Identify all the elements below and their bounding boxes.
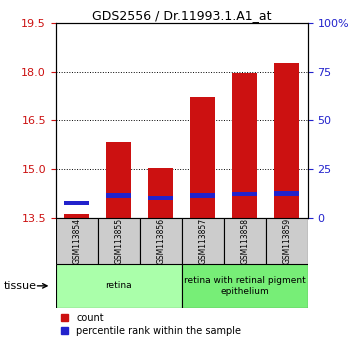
Title: GDS2556 / Dr.11993.1.A1_at: GDS2556 / Dr.11993.1.A1_at (92, 9, 271, 22)
Bar (182, 218, 224, 264)
Text: GSM113854: GSM113854 (72, 218, 81, 264)
Bar (98, 218, 140, 264)
Bar (224, 218, 266, 264)
Bar (64, 214, 89, 218)
Text: retina: retina (105, 281, 132, 290)
Bar (148, 196, 174, 200)
Bar (106, 142, 131, 218)
Bar (274, 63, 300, 218)
Text: GSM113859: GSM113859 (282, 218, 291, 264)
Text: GSM113855: GSM113855 (114, 218, 123, 264)
Bar (56, 264, 182, 308)
Bar (190, 193, 215, 198)
Bar (56, 218, 98, 264)
Legend: count, percentile rank within the sample: count, percentile rank within the sample (61, 313, 241, 336)
Text: tissue: tissue (4, 281, 37, 291)
Bar (106, 193, 131, 198)
Bar (232, 73, 257, 218)
Bar (190, 97, 215, 218)
Bar (266, 218, 308, 264)
Bar (274, 192, 300, 196)
Text: retina with retinal pigment
epithelium: retina with retinal pigment epithelium (184, 276, 306, 296)
Bar (140, 218, 182, 264)
Bar (148, 169, 174, 218)
Text: GSM113857: GSM113857 (198, 218, 207, 264)
Bar (182, 264, 308, 308)
Text: GSM113858: GSM113858 (240, 218, 249, 264)
Text: GSM113856: GSM113856 (156, 218, 165, 264)
Bar (232, 192, 257, 196)
Bar (64, 201, 89, 205)
